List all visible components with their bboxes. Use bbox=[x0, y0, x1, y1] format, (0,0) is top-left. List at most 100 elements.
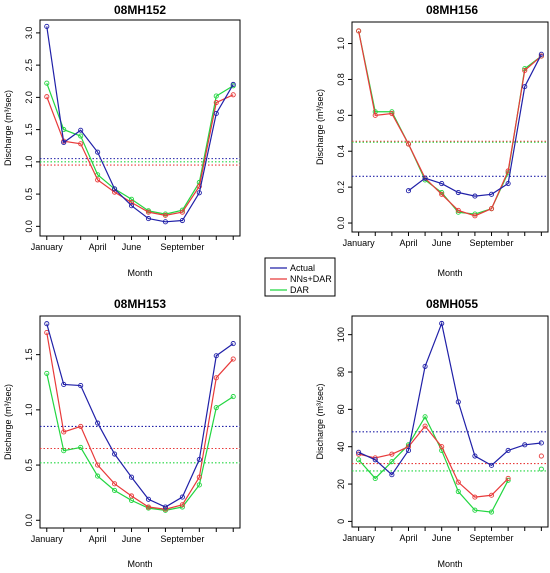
chart-1-point-nns-dar bbox=[455, 207, 461, 214]
chart-2-point-dar bbox=[44, 370, 50, 376]
chart-3-point-nns-dar bbox=[455, 479, 461, 485]
chart-2-point-dar bbox=[230, 394, 236, 400]
chart-3-point-actual bbox=[372, 457, 378, 463]
chart-3-x-tick-label: June bbox=[432, 533, 452, 543]
chart-2-point-nns-dar bbox=[112, 481, 118, 487]
chart-1-point-actual bbox=[405, 188, 412, 194]
chart-0-point-actual bbox=[95, 149, 101, 155]
chart-0-y-tick-label: 2.5 bbox=[24, 59, 34, 72]
chart-0-y-tick-label: 1.0 bbox=[24, 156, 34, 169]
chart-0-point-dar bbox=[44, 80, 50, 86]
chart-3-point-actual bbox=[439, 320, 445, 327]
chart-1-point-actual bbox=[455, 189, 461, 196]
chart-1-y-tick-label: 0.8 bbox=[336, 73, 346, 86]
chart-1-point-nns-dar bbox=[538, 53, 544, 59]
chart-2-line-actual bbox=[46, 323, 234, 508]
chart-0-x-axis-label: Month bbox=[127, 268, 152, 278]
chart-1-point-actual bbox=[422, 175, 428, 181]
chart-0-point-dar bbox=[128, 196, 135, 202]
chart-1-point-actual bbox=[439, 180, 445, 187]
chart-3-point-nns-dar bbox=[439, 444, 445, 450]
chart-2-point-actual bbox=[230, 341, 236, 347]
chart-0-point-nns-dar bbox=[145, 209, 152, 215]
chart-2-point-actual bbox=[145, 496, 152, 502]
chart-2-point-nns-dar bbox=[128, 493, 135, 499]
chart-2-x-tick-label: September bbox=[160, 534, 204, 544]
chart-1-plot-frame bbox=[351, 21, 549, 233]
chart-0-point-actual bbox=[128, 203, 135, 209]
chart-2-plot-frame bbox=[39, 315, 241, 529]
chart-0-point-actual bbox=[44, 23, 50, 29]
chart-2-x-tick-label: April bbox=[89, 534, 107, 544]
chart-0-point-actual bbox=[179, 217, 185, 224]
chart-1-x-tick-label: June bbox=[432, 238, 452, 248]
chart-1-point-nns-dar bbox=[522, 67, 528, 74]
chart-2-point-dar bbox=[78, 444, 84, 450]
chart-1-y-tick-label: 0.6 bbox=[336, 109, 346, 122]
chart-2-point-dar bbox=[112, 487, 118, 494]
chart-3-point-actual bbox=[538, 440, 544, 446]
chart-1-point-nns-dar bbox=[372, 112, 378, 118]
chart-1-x-axis-label: Month bbox=[437, 268, 462, 278]
chart-3-y-tick-label: 80 bbox=[336, 367, 346, 377]
legend-label-dar: DAR bbox=[290, 285, 310, 295]
chart-2-point-dar bbox=[213, 405, 219, 411]
chart-3-point-actual bbox=[505, 447, 511, 453]
chart-1-point-nns-dar bbox=[389, 110, 395, 117]
chart-2-point-nns-dar bbox=[196, 474, 202, 480]
chart-2-y-tick-label: 1.0 bbox=[24, 404, 34, 417]
chart-0-point-nns-dar bbox=[196, 183, 202, 189]
chart-3-x-tick-label: April bbox=[399, 533, 417, 543]
chart-1-title: 08MH156 bbox=[426, 3, 478, 17]
chart-3-point-actual bbox=[488, 462, 495, 468]
chart-2-point-nns-dar bbox=[95, 462, 101, 468]
chart-2-point-dar bbox=[61, 448, 67, 454]
chart-0-point-nns-dar bbox=[44, 94, 50, 100]
chart-1-point-nns-dar bbox=[439, 191, 445, 197]
chart-3-point-nns-dar bbox=[356, 451, 362, 457]
chart-1-point-nns-dar bbox=[356, 28, 362, 34]
chart-0-point-actual bbox=[196, 190, 202, 196]
chart-0-plot-frame bbox=[39, 19, 241, 237]
chart-3-y-tick-label: 60 bbox=[336, 404, 346, 414]
chart-0-point-nns-dar bbox=[95, 177, 101, 183]
chart-3-line-actual bbox=[358, 321, 542, 476]
chart-0-point-nns-dar bbox=[230, 92, 236, 98]
chart-3-point-dar bbox=[422, 414, 428, 420]
chart-3-point-actual bbox=[389, 472, 395, 478]
chart-1-point-actual bbox=[472, 193, 478, 199]
chart-3-point-actual bbox=[522, 442, 528, 448]
chart-2-point-actual bbox=[61, 381, 67, 388]
chart-3-line-dar bbox=[358, 415, 509, 513]
chart-0-point-actual bbox=[145, 216, 152, 222]
chart-3-point-nns-dar bbox=[538, 453, 544, 459]
chart-3-point-actual bbox=[356, 449, 362, 455]
chart-3-point-nns-dar bbox=[389, 451, 395, 457]
chart-0-y-tick-label: 1.5 bbox=[24, 123, 34, 136]
panel-08MH153: 08MH153 0.0 0.5 1.0 1.5 January April June Septe… bbox=[3, 297, 241, 569]
chart-0-x-tick-label: April bbox=[89, 242, 107, 252]
chart-0-x-tick-label: June bbox=[122, 242, 142, 252]
chart-0-point-nns-dar bbox=[128, 199, 135, 206]
chart-0-point-nns-dar bbox=[179, 209, 185, 215]
chart-2-y-tick-label: 1.5 bbox=[24, 348, 34, 361]
chart-3-point-dar bbox=[455, 488, 461, 495]
chart-2-point-nns-dar bbox=[230, 356, 236, 362]
chart-0-y-tick-label: 2.0 bbox=[24, 91, 34, 104]
chart-2-x-tick-label: January bbox=[31, 534, 64, 544]
chart-3-point-dar bbox=[488, 509, 495, 515]
chart-2-point-nns-dar bbox=[145, 504, 152, 510]
chart-2-point-actual bbox=[196, 456, 202, 463]
chart-0-y-tick-label: 0.0 bbox=[24, 220, 34, 233]
chart-2-point-actual bbox=[179, 494, 185, 500]
chart-0-point-dar bbox=[213, 93, 219, 99]
chart-2-point-actual bbox=[44, 321, 50, 327]
chart-3-point-dar bbox=[472, 507, 478, 513]
chart-1-y-tick-label: 0.2 bbox=[336, 181, 346, 194]
chart-2-point-actual bbox=[213, 353, 219, 359]
chart-2-y-axis-label: Discharge (m³/sec) bbox=[3, 384, 13, 460]
legend-label-actual: Actual bbox=[290, 263, 315, 273]
chart-1-line-actual bbox=[408, 54, 542, 197]
chart-0-y-tick-label: 3.0 bbox=[24, 27, 34, 40]
chart-2-x-tick-label: June bbox=[122, 534, 142, 544]
